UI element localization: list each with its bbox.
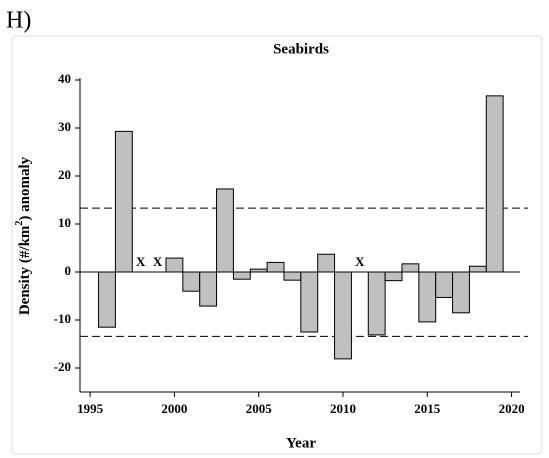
bar: [401, 263, 420, 273]
bar: [300, 271, 319, 333]
bar: [165, 257, 184, 273]
bar: [266, 261, 285, 273]
y-label-text: Density (#/km: [17, 225, 33, 315]
bar: [367, 271, 386, 336]
y-tick-label: -20: [54, 359, 71, 374]
chart-title: Seabirds: [273, 41, 329, 57]
x-tick-label: 2010: [330, 401, 356, 416]
x-tick-label: 1995: [77, 401, 104, 416]
bar: [216, 188, 234, 273]
y-tick-label: 0: [65, 263, 72, 278]
bar: [232, 271, 251, 280]
y-label-sup: 2: [14, 221, 25, 226]
missing-marker: X: [153, 254, 163, 269]
bar: [468, 265, 487, 273]
panel-label: H): [6, 8, 31, 34]
bar: [384, 271, 403, 282]
bar: [283, 271, 302, 281]
bar: [98, 271, 116, 328]
x-tick-label: 2005: [246, 401, 273, 416]
y-label-text: ) anomaly: [17, 156, 33, 220]
panel-frame: [11, 35, 543, 455]
bar: [485, 95, 504, 273]
bar: [435, 271, 454, 298]
bar: [199, 271, 218, 307]
x-tick-label: 2015: [414, 401, 441, 416]
y-tick-label: 30: [58, 119, 71, 134]
y-tick-label: -10: [54, 311, 71, 326]
bar: [114, 130, 133, 273]
bar: [334, 271, 352, 360]
x-axis-label: Year: [286, 435, 316, 451]
bar: [182, 271, 201, 292]
bar: [317, 253, 336, 273]
bar: [452, 271, 470, 314]
y-tick-label: 40: [58, 71, 71, 86]
x-tick-label: 2000: [161, 401, 187, 416]
y-tick-label: 10: [58, 215, 71, 230]
y-tick-label: 20: [58, 167, 71, 182]
missing-marker: X: [355, 254, 365, 269]
bar: [249, 268, 268, 273]
y-axis-label: Density (#/km2) anomaly: [14, 156, 33, 315]
x-tick-label: 2020: [499, 401, 525, 416]
missing-marker: X: [136, 254, 146, 269]
bar: [418, 271, 437, 323]
